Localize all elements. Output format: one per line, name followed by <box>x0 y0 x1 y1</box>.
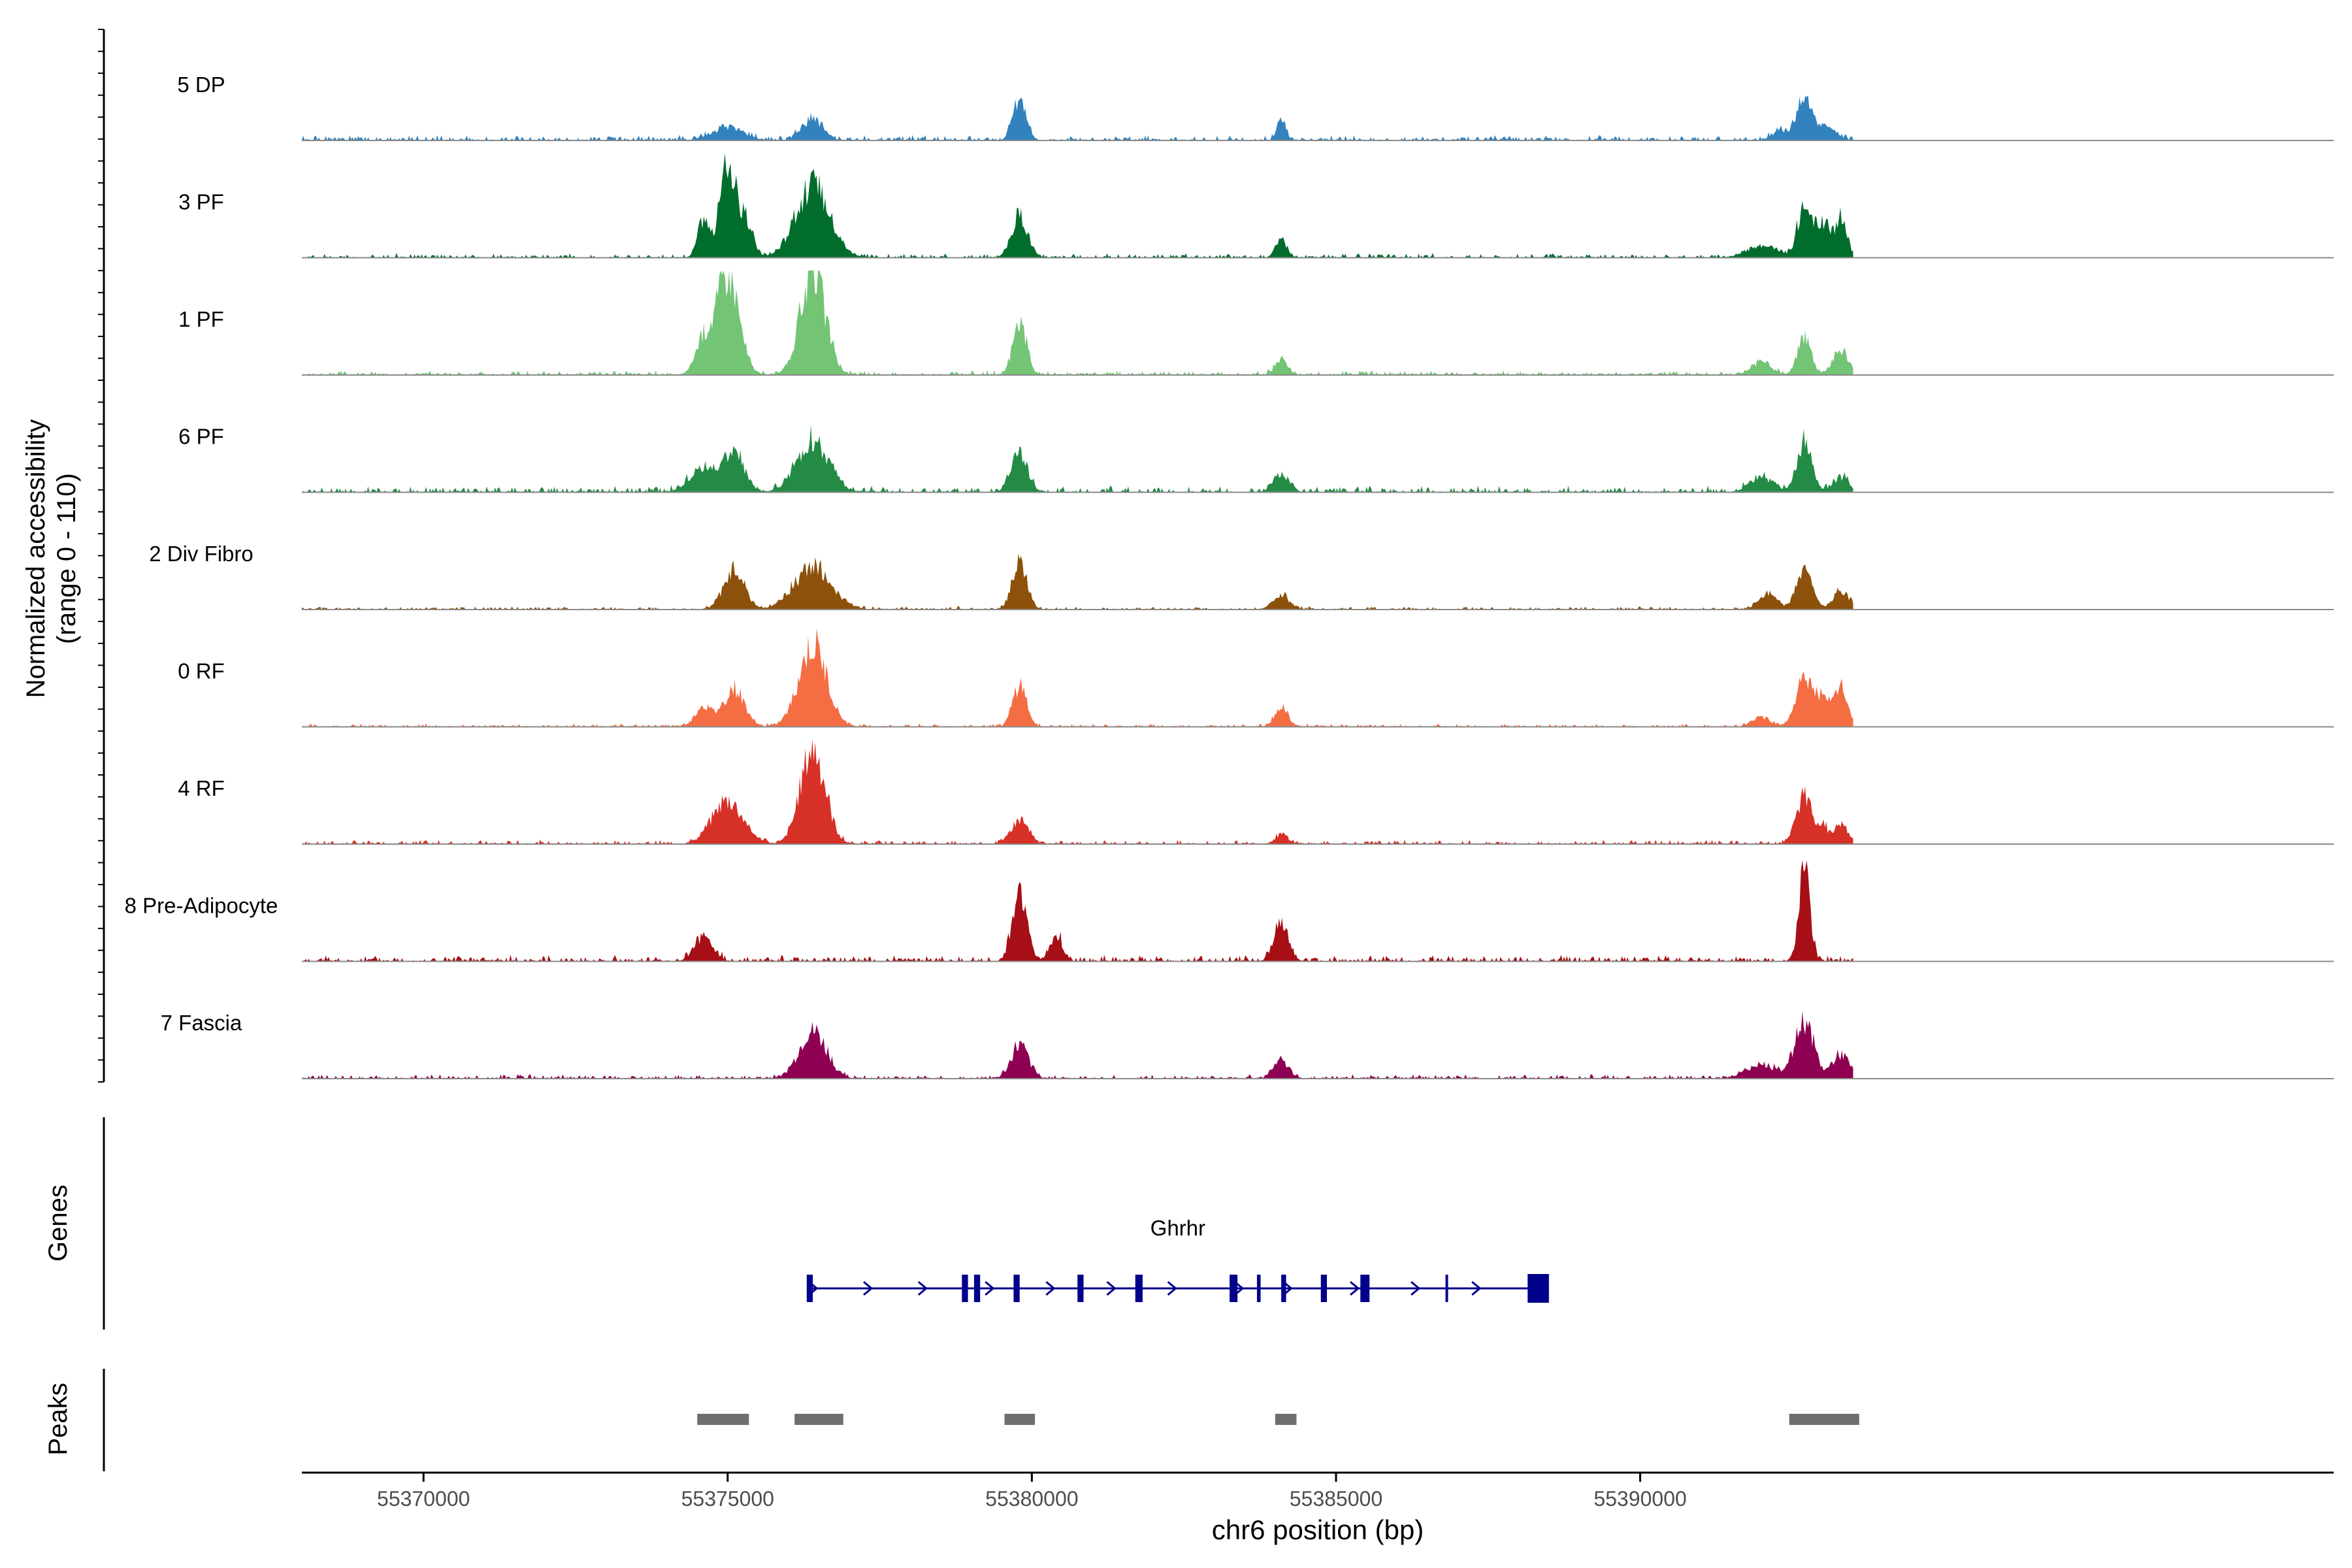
gene-name-label: Ghrhr <box>1151 1216 1205 1240</box>
x-axis-title: chr6 position (bp) <box>1212 1514 1424 1545</box>
peaks-panel-label: Peaks <box>44 1382 73 1455</box>
peaks-track <box>697 1414 1859 1425</box>
track-3-pf: 3 PF <box>178 153 2334 259</box>
track-1-pf: 1 PF <box>178 270 2334 376</box>
gene-exon <box>1445 1275 1448 1302</box>
y-axis-title-line1: Normalized accessibility <box>22 419 50 698</box>
strand-arrow <box>862 1281 874 1296</box>
gene-exon <box>1077 1275 1084 1302</box>
strand-arrow <box>1349 1281 1360 1296</box>
strand-arrow <box>1106 1281 1117 1296</box>
gene-exon <box>1256 1275 1261 1302</box>
track-4-rf: 4 RF <box>178 740 2334 845</box>
coverage-y-axis-ticks <box>98 29 104 1083</box>
track-6-pf: 6 PF <box>178 425 2334 493</box>
strand-arrow <box>917 1281 928 1296</box>
gene-exon <box>973 1275 981 1302</box>
peak-region <box>1004 1414 1036 1425</box>
gene-exon <box>1013 1275 1020 1302</box>
strand-arrow <box>1045 1281 1056 1296</box>
track-label: 3 PF <box>178 190 224 214</box>
gene-exon <box>1320 1275 1327 1302</box>
strand-arrow <box>1471 1281 1482 1296</box>
track-7-fascia: 7 Fascia <box>161 1011 2334 1079</box>
track-0-rf: 0 RF <box>178 628 2334 728</box>
coverage-tracks: 5 DP 3 PF 1 PF 6 PF 2 Div Fibro 0 RF 4 RF 8 Pre… <box>125 73 2334 1079</box>
track-label: 4 RF <box>178 776 225 800</box>
track-2-div-fibro: 2 Div Fibro <box>149 542 2334 610</box>
x-tick-label: 55380000 <box>985 1487 1078 1511</box>
x-tick-label: 55390000 <box>1593 1487 1686 1511</box>
track-label: 8 Pre-Adipocyte <box>125 894 278 918</box>
gene-annotation-track: Ghrhr <box>806 1216 1549 1303</box>
strand-arrow <box>1167 1281 1177 1296</box>
gene-exon <box>1281 1275 1286 1302</box>
track-label: 0 RF <box>178 659 225 683</box>
track-label: 6 PF <box>178 425 224 449</box>
genes-panel-label: Genes <box>44 1184 73 1262</box>
gene-exon <box>1527 1274 1549 1303</box>
x-tick-label: 55385000 <box>1290 1487 1382 1511</box>
gene-exon <box>1360 1275 1370 1302</box>
track-5-dp: 5 DP <box>177 73 2334 141</box>
gene-exon <box>962 1275 968 1302</box>
peak-region <box>1275 1414 1297 1425</box>
gene-exon <box>1230 1275 1238 1302</box>
strand-arrow <box>1411 1281 1421 1296</box>
gene-ghrhr: Ghrhr <box>806 1216 1549 1303</box>
x-tick-label: 55375000 <box>681 1487 774 1511</box>
peak-region <box>794 1414 843 1425</box>
track-label: 5 DP <box>177 73 225 97</box>
gene-exon <box>806 1275 813 1302</box>
strand-arrow <box>985 1281 995 1296</box>
peak-region <box>697 1414 749 1425</box>
track-8-pre-adipocyte: 8 Pre-Adipocyte <box>125 860 2334 962</box>
y-axis-title-line2: (range 0 - 110) <box>52 473 81 644</box>
gene-exon <box>1135 1275 1143 1302</box>
track-label: 7 Fascia <box>161 1011 242 1035</box>
x-tick-label: 55370000 <box>377 1487 470 1511</box>
track-label: 1 PF <box>178 307 224 331</box>
peak-region <box>1789 1414 1859 1425</box>
track-label: 2 Div Fibro <box>149 542 253 566</box>
x-axis-ticks: 55370000 55375000 55380000 55385000 55390000 <box>377 1473 1687 1511</box>
